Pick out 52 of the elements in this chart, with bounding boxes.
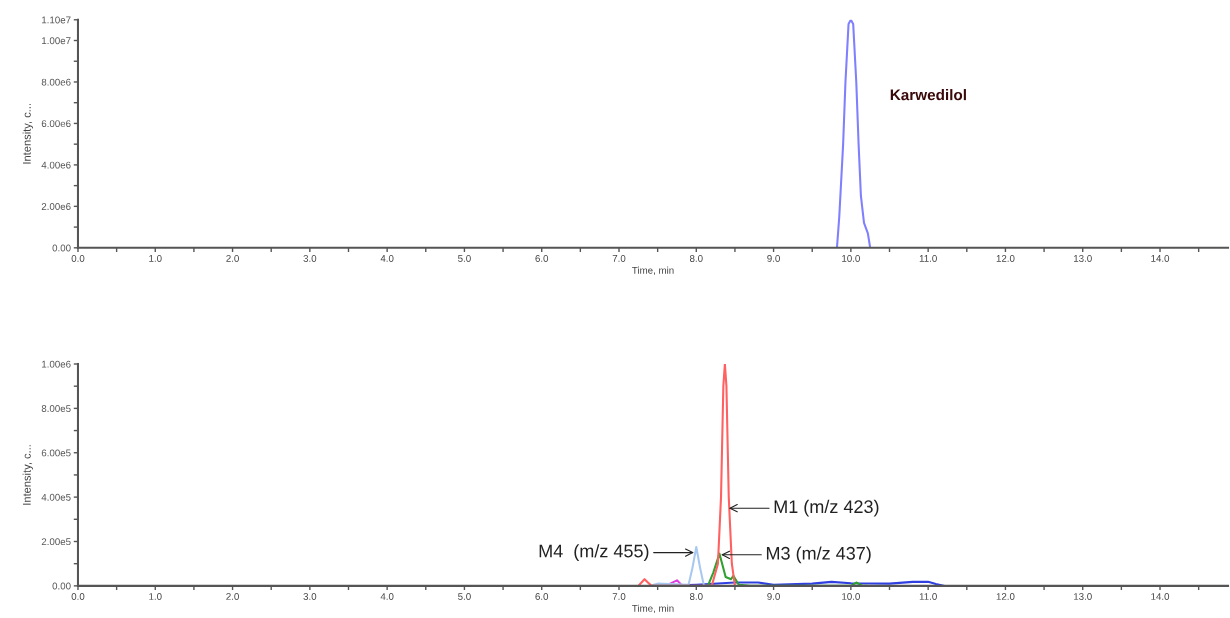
x-tick-label: 3.0 [303,593,317,600]
x-tick-label: 14.0 [1151,255,1170,262]
x-tick-label: 5.0 [458,255,471,262]
x-tick-label: 2.0 [226,255,239,262]
y-tick-label: 4.00e6 [41,161,71,169]
x-tick-label: 6.0 [535,593,549,600]
x-tick-label: 8.0 [689,255,703,262]
line-series [835,19,872,248]
x-tick-label: 13.0 [1074,255,1092,262]
y-tick-label: 1.00e6 [42,360,71,368]
y-tick-label: 2.00e5 [41,538,71,546]
x-tick-label: 6.0 [535,255,549,262]
x-tick-label: 9.0 [767,593,780,600]
x-tick-label: 8.0 [689,593,703,600]
x-tick-label: 0.0 [71,255,85,262]
x-tick-label: 1.0 [149,593,162,600]
x-tick-label: 1.0 [149,255,162,262]
x-tick-label: 3.0 [303,255,317,262]
x-tick-label: 13.0 [1074,593,1092,600]
x-tick-label: 4.0 [380,255,394,262]
x-tick-label: 11.0 [919,255,937,262]
x-tick-label: 12.0 [996,255,1015,262]
annotation: M3 (m/z 437) [766,546,871,564]
x-tick-label: 0.0 [71,593,85,600]
x-tick-label: 2.0 [226,593,239,600]
x-axis-title: Time, min [632,604,674,613]
x-tick-label: 9.0 [767,255,780,262]
y-axis-title: Intensity, c... [22,445,33,505]
x-axis-title: Time, min [632,266,674,275]
y-tick-label: 6.00e6 [41,120,71,128]
y-tick-label: 1.00e7 [42,37,71,45]
x-tick-label: 4.0 [380,593,394,600]
y-tick-label: 8.00e5 [41,405,71,412]
x-tick-label: 7.0 [612,255,626,262]
x-tick-label: 10.0 [842,255,860,262]
x-tick-label: 11.0 [919,593,937,600]
x-tick-label: 12.0 [996,593,1015,600]
text: Karwedilol [890,89,966,101]
y-tick-label: 6.00e5 [41,449,71,457]
annotation: M4 (m/z 455) [539,544,649,561]
y-axis-title: Intensity, c... [22,104,33,164]
y-tick-label: 2.00e6 [41,203,71,210]
x-tick-label: 7.0 [612,593,626,600]
y-tick-label: 8.00e6 [41,78,71,86]
y-tick-label: 0.00 [52,244,71,252]
x-tick-label: 14.0 [1151,593,1170,600]
y-tick-label: 0.00 [52,582,71,590]
x-tick-label: 10.0 [842,593,860,600]
annotation: M1 (m/z 423) [774,499,879,517]
x-tick-label: 5.0 [458,593,471,600]
y-tick-label: 1.10e7 [42,16,71,24]
y-tick-label: 4.00e5 [41,493,71,501]
